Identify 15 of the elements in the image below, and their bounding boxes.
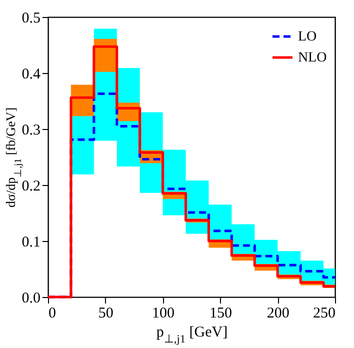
x-tick-label: 250 <box>313 306 336 322</box>
x-tick-label: 150 <box>209 306 232 322</box>
y-tick-label: 0.0 <box>22 290 40 306</box>
y-tick-label: 0.3 <box>22 122 40 138</box>
x-tick-label: 100 <box>152 306 175 322</box>
y-tick-label: 0.2 <box>22 178 40 194</box>
x-tick-label: 200 <box>266 306 290 322</box>
y-tick-label: 0.4 <box>22 66 41 82</box>
legend-label: NLO <box>298 50 327 66</box>
y-tick-label: 0.5 <box>22 10 40 26</box>
x-tick-label: 0 <box>48 306 56 322</box>
legend-label: LO <box>298 30 317 44</box>
y-tick-label: 0.1 <box>22 234 40 250</box>
x-tick-label: 50 <box>98 306 114 322</box>
x-axis-title: p$_{⊥,j1}$ [GeV] <box>156 324 228 346</box>
